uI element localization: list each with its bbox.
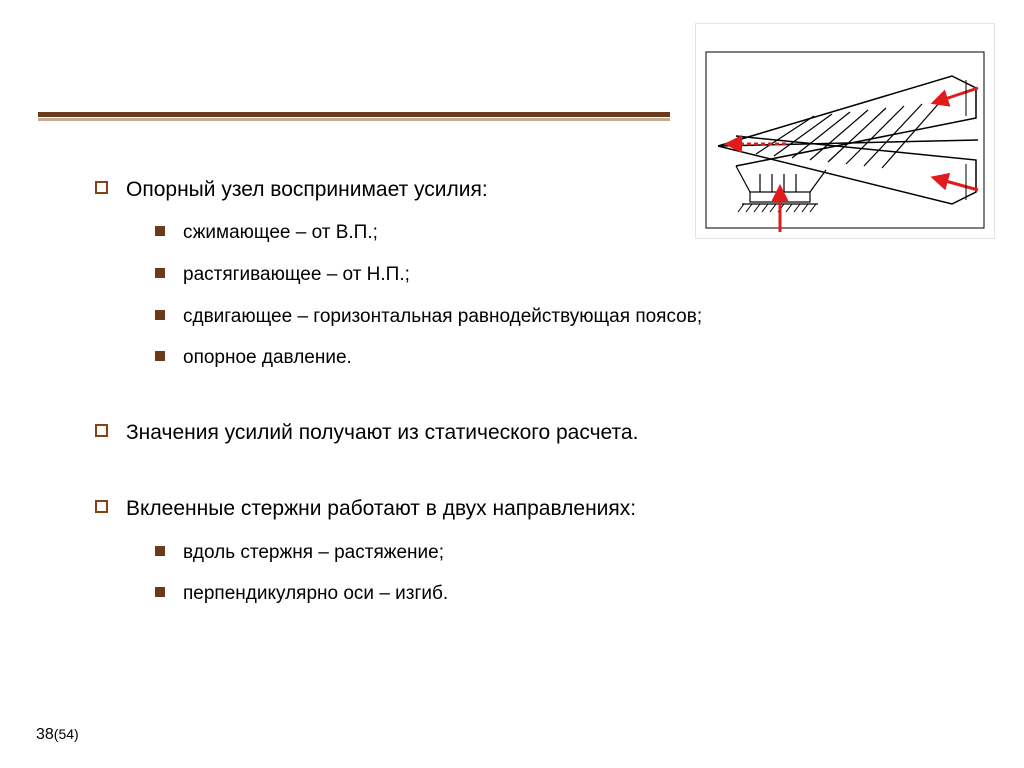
page-current: 38 [36, 726, 54, 743]
filled-square-bullet-icon [155, 268, 165, 278]
list-item-l2: растягивающее – от Н.П.; [155, 262, 955, 288]
filled-square-bullet-icon [155, 351, 165, 361]
bullet-text: сдвигающее – горизонтальная равнодейству… [183, 304, 702, 330]
hollow-square-bullet-icon [95, 181, 108, 194]
bullet-text: растягивающее – от Н.П.; [183, 262, 410, 288]
bullet-text: сжимающее – от В.П.; [183, 220, 378, 246]
bullet-text: Значения усилий получают из статического… [126, 419, 638, 447]
filled-square-bullet-icon [155, 587, 165, 597]
hollow-square-bullet-icon [95, 424, 108, 437]
rule-dark [38, 112, 670, 117]
list-item-l1: Значения усилий получают из статического… [95, 419, 955, 447]
list-item-l2: вдоль стержня – растяжение; [155, 540, 955, 566]
page-number: 38(54) [36, 726, 79, 744]
filled-square-bullet-icon [155, 226, 165, 236]
bullet-text: Вклеенные стержни работают в двух направ… [126, 495, 636, 523]
bullet-text: Опорный узел воспринимает усилия: [126, 176, 488, 204]
diagram-svg [696, 24, 994, 238]
hollow-square-bullet-icon [95, 500, 108, 513]
filled-square-bullet-icon [155, 310, 165, 320]
page-total: (54) [54, 726, 79, 742]
list-item-l2: перпендикулярно оси – изгиб. [155, 581, 955, 607]
bullet-text: перпендикулярно оси – изгиб. [183, 581, 448, 607]
list-item-l1: Вклеенные стержни работают в двух направ… [95, 495, 955, 523]
rule-light [38, 118, 670, 121]
filled-square-bullet-icon [155, 546, 165, 556]
bullet-text: опорное давление. [183, 345, 352, 371]
list-item-l2: опорное давление. [155, 345, 955, 371]
support-node-diagram [696, 24, 994, 238]
decorative-rule [38, 110, 670, 122]
bullet-text: вдоль стержня – растяжение; [183, 540, 444, 566]
list-item-l2: сдвигающее – горизонтальная равнодейству… [155, 304, 955, 330]
